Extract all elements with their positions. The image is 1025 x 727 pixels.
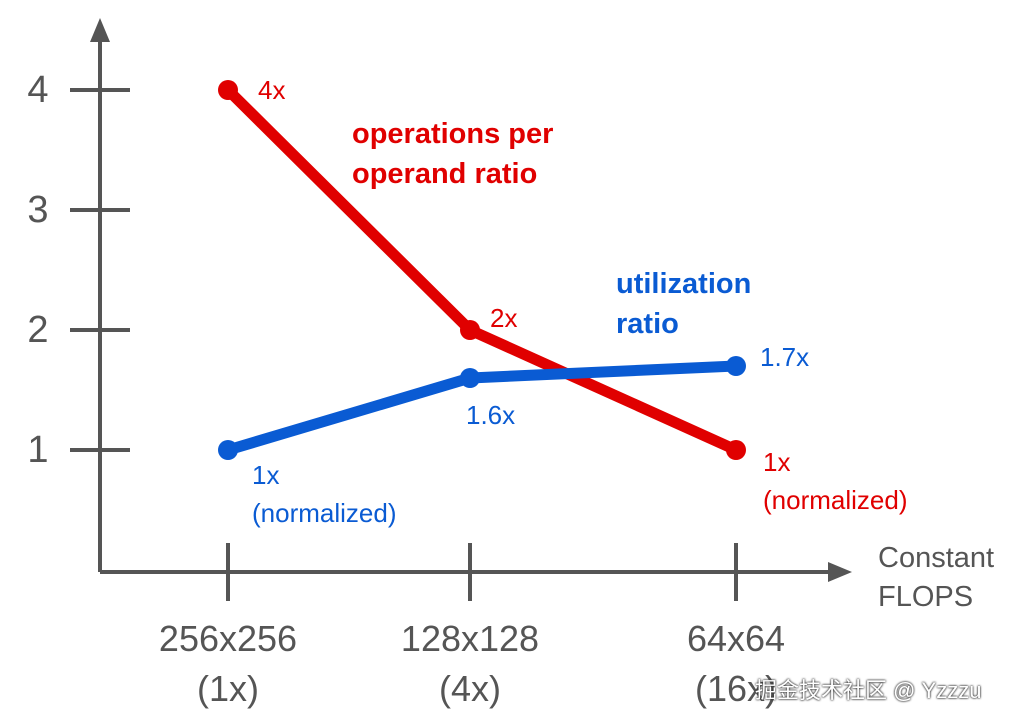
y-tick-label: 4 <box>27 69 49 111</box>
y-tick-label: 1 <box>27 429 49 471</box>
series-name: operations per operand ratio <box>352 118 554 190</box>
x-axis-arrow <box>828 562 852 582</box>
x-tick-label: 256x256 (1x) <box>158 618 298 709</box>
data-label: 4x <box>258 75 286 105</box>
data-label: 1x (normalized) <box>252 460 397 528</box>
x-axis-label: Constant FLOPS <box>878 542 995 613</box>
data-point <box>726 356 746 376</box>
data-label: 1.7x <box>760 342 810 372</box>
x-tick-label: 64x64 (16x) <box>686 618 786 709</box>
data-point <box>218 440 238 460</box>
data-label: 1.6x <box>466 400 516 430</box>
data-label: 1x (normalized) <box>763 447 908 515</box>
data-label: 2x <box>490 303 518 333</box>
data-point <box>218 80 238 100</box>
y-axis-arrow <box>90 18 110 42</box>
y-tick-label: 3 <box>27 189 49 231</box>
series-name: utilization ratio <box>616 268 752 340</box>
watermark: 掘金技术社区 @ Yzzzu <box>755 678 982 703</box>
data-point <box>460 320 480 340</box>
data-point <box>460 368 480 388</box>
x-tick-label: 128x128 (4x) <box>400 618 540 709</box>
y-tick-label: 2 <box>27 309 49 351</box>
data-point <box>726 440 746 460</box>
